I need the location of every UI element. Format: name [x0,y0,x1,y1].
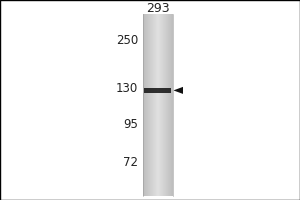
Text: 250: 250 [116,34,138,47]
Bar [162,14,163,196]
Bar [157,14,158,196]
Bar [167,14,168,196]
Bar [146,14,147,196]
Bar [156,14,157,196]
Text: 293: 293 [146,2,169,16]
Bar [160,14,161,196]
Bar [149,14,150,196]
Bar [158,14,159,196]
Bar [153,14,154,196]
Bar [163,14,164,196]
Bar [152,14,153,196]
Text: 95: 95 [123,118,138,132]
Bar [144,14,145,196]
Bar [150,14,151,196]
Bar [143,14,144,196]
Bar [169,14,170,196]
Bar [165,14,166,196]
Bar [159,14,160,196]
Bar [171,14,172,196]
Bar [151,14,152,196]
Bar [154,14,155,196]
Bar [144,88,171,93]
Bar [170,14,171,196]
Bar [164,14,165,196]
Bar [168,14,169,196]
Bar [147,14,148,196]
Bar [145,14,146,196]
Text: 72: 72 [123,156,138,170]
Text: 130: 130 [116,82,138,95]
Bar [161,14,162,196]
Bar [148,14,149,196]
Bar [155,14,156,196]
Polygon shape [173,87,183,94]
Bar [142,14,143,196]
